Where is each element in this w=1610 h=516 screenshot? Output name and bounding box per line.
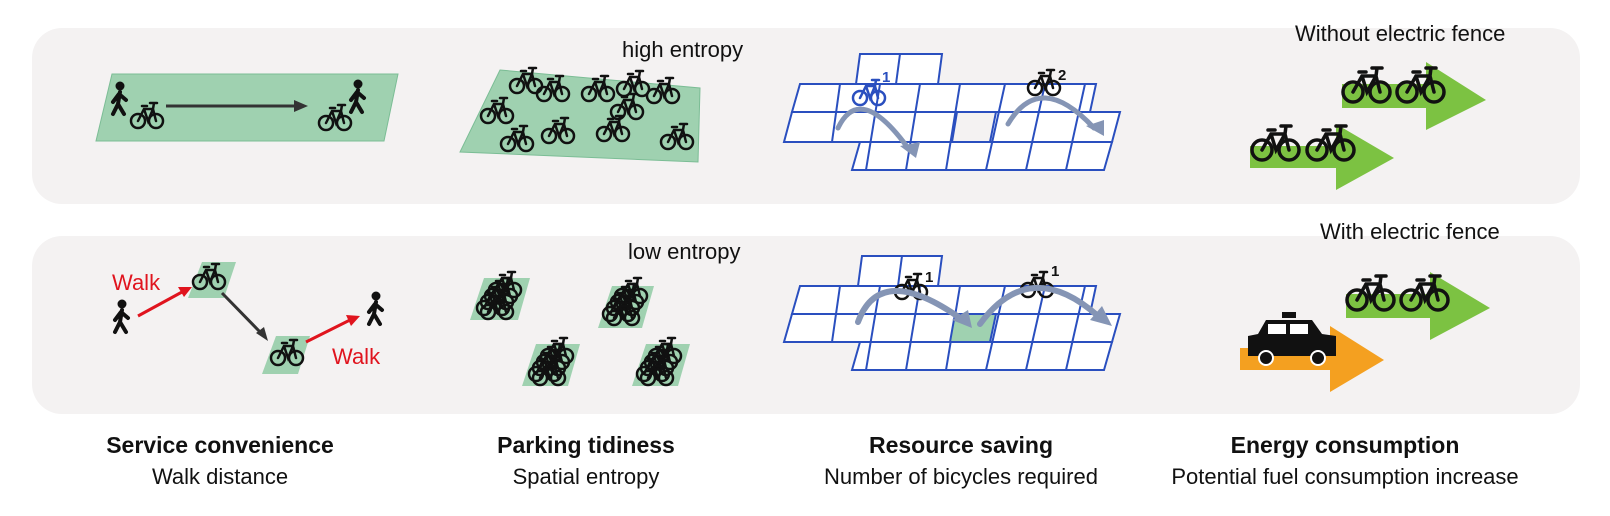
walk-route: [113, 262, 384, 374]
bike-arrows-without-fence: [1250, 62, 1486, 190]
high-entropy-label: high entropy: [622, 37, 744, 62]
caption-sub-energy: Potential fuel consumption increase: [1171, 464, 1519, 489]
with-fence-label: With electric fence: [1320, 219, 1500, 244]
caption-title-parking: Parking tidiness: [497, 432, 675, 458]
caption-sub-resource: Number of bicycles required: [824, 464, 1098, 489]
caption-sub-service: Walk distance: [151, 464, 289, 489]
grid-marker-bottom-1: 1: [925, 269, 933, 286]
parking-area-scattered: [459, 66, 701, 163]
caption-title-resource: Resource saving: [868, 432, 1054, 458]
grid-without-fence: [782, 53, 1122, 171]
caption-title-service: Service convenience: [106, 432, 334, 458]
caption-title-energy: Energy consumption: [1230, 432, 1460, 458]
taxi-arrow: [1240, 312, 1384, 392]
flow-arrows-top: [835, 95, 1097, 151]
grid-marker-top-1: 1: [882, 69, 890, 86]
parking-areas-tidy: [470, 272, 690, 386]
caption-sub-parking: Spatial entropy: [512, 464, 660, 489]
bike-arrow-with-fence: [1345, 272, 1490, 340]
walk-label-end: Walk: [332, 344, 381, 369]
grid-marker-top-2: 2: [1058, 67, 1066, 84]
taxi-icon: [1248, 312, 1336, 366]
grid-marker-bottom-2: 1: [1051, 263, 1059, 280]
without-fence-label: Without electric fence: [1295, 21, 1506, 46]
walk-label-start: Walk: [112, 270, 161, 295]
parking-area-long-walk: [95, 73, 399, 142]
flow-arrows-bottom: [855, 284, 1101, 327]
low-entropy-label: low entropy: [628, 239, 741, 264]
